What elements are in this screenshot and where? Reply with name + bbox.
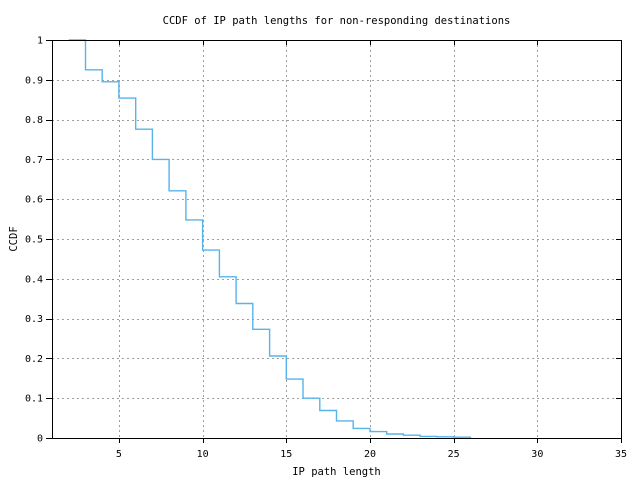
plot-border bbox=[52, 40, 622, 439]
y-tick-label: 0.2 bbox=[25, 354, 43, 365]
x-tick-label: 5 bbox=[116, 449, 122, 460]
y-tick-label: 0.4 bbox=[25, 274, 43, 285]
y-tick-label: 0.6 bbox=[25, 195, 43, 206]
y-tick-label: 1 bbox=[37, 36, 43, 47]
y-tick-label: 0.7 bbox=[25, 155, 43, 166]
y-tick-label: 0 bbox=[37, 434, 43, 445]
x-tick-label: 30 bbox=[531, 449, 543, 460]
y-tick-label: 0.8 bbox=[25, 115, 43, 126]
y-tick-label: 0.5 bbox=[25, 235, 43, 246]
x-tick-label: 15 bbox=[280, 449, 292, 460]
x-tick-label: 20 bbox=[364, 449, 376, 460]
x-axis-label: IP path length bbox=[292, 466, 381, 478]
ccdf-step-curve bbox=[68, 39, 472, 438]
x-tick-label: 25 bbox=[448, 449, 460, 460]
y-tick-label: 0.1 bbox=[25, 394, 43, 405]
chart-title: CCDF of IP path lengths for non-respondi… bbox=[162, 15, 511, 27]
x-tick-label: 35 bbox=[615, 449, 627, 460]
y-tick-label: 0.3 bbox=[25, 314, 43, 325]
y-tick-label: 0.9 bbox=[25, 75, 43, 86]
x-tick-label: 10 bbox=[197, 449, 209, 460]
